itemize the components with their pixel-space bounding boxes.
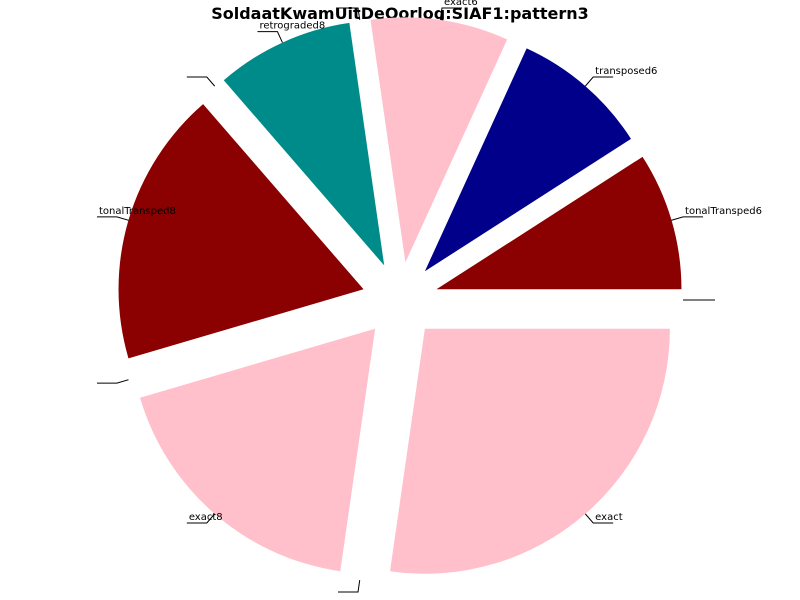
slice-label-exact8: exact8 — [189, 512, 223, 523]
slice-label-transposed6: transposed6 — [595, 66, 657, 77]
leader-line-0 — [671, 216, 704, 221]
chart-title: SoldaatKwamUitDeOorlog:SIAF1:pattern3 — [211, 4, 589, 23]
leader-line-3 — [338, 7, 361, 20]
leader-line-6 — [96, 216, 129, 221]
pie-slice-tonalTransped8 — [118, 104, 364, 359]
slice-label-exact6: exact6 — [444, 0, 478, 8]
pie-slice-exact6 — [370, 17, 508, 263]
leader-line-1 — [584, 76, 614, 87]
pie-slice-tonalTransped6 — [436, 156, 682, 290]
leader-line-4 — [257, 31, 283, 43]
leader-line-10 — [584, 513, 614, 524]
pie-slice-exact8 — [140, 328, 376, 572]
slice-label-tonalTransped8: tonalTransped8 — [99, 206, 176, 217]
pie-slice-transposed6 — [424, 48, 631, 272]
pie-slice-retrograded8 — [223, 22, 385, 266]
leader-line-2 — [439, 7, 462, 20]
pie-slice-exact — [390, 328, 670, 574]
slice-label-exact: exact — [595, 512, 623, 523]
slice-label-retrograded8: retrograded8 — [259, 21, 325, 32]
leader-line-8 — [186, 513, 216, 524]
leader-line-5 — [186, 76, 216, 87]
slice-label-tonalTransped6: tonalTransped6 — [685, 206, 762, 217]
leader-line-9 — [338, 580, 361, 593]
leader-line-7 — [96, 379, 129, 384]
